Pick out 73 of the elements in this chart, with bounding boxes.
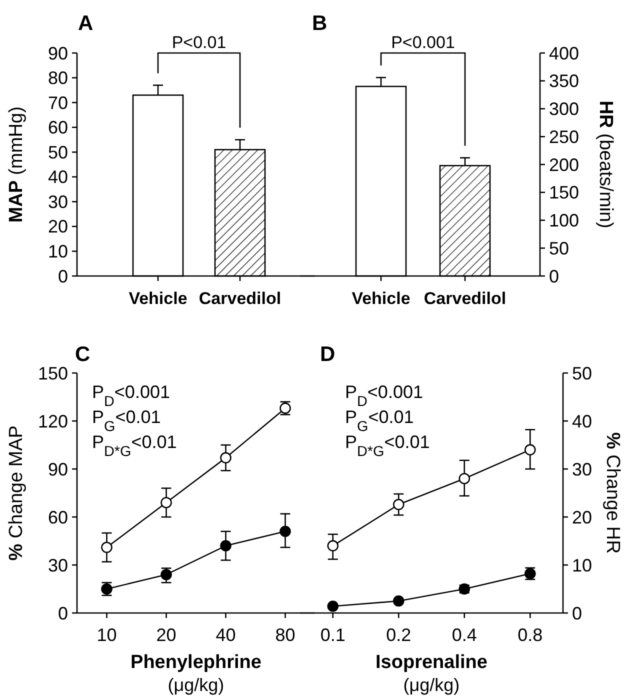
annotation: P$_{D*G}$<0.01: [92, 432, 177, 460]
y-tick-label: 90: [48, 43, 68, 64]
point: [280, 526, 291, 538]
y2-tick-label: 50: [572, 363, 592, 384]
y-axis-title: % Change MAP: [6, 425, 27, 561]
x-tick-label: 20: [156, 625, 176, 645]
y2-tick-label: 300: [549, 99, 580, 120]
y2-tick-label: 250: [549, 126, 580, 147]
x-tick-label: 10: [96, 625, 117, 645]
y-tick-label: 70: [48, 92, 68, 113]
x-tick-label: 80: [275, 625, 296, 645]
chart-title: A: [78, 12, 94, 35]
y-tick-label: 0: [58, 603, 68, 624]
annotation: P$_{D*G}$<0.01: [345, 432, 430, 460]
x-tick-label: 0.2: [386, 625, 412, 645]
y-tick-label: 80: [48, 68, 68, 88]
annotation: P$_{G}$<0.01: [92, 407, 161, 435]
x-tick-label: 0.4: [452, 625, 477, 645]
y-tick-label: 40: [48, 167, 68, 188]
y2-tick-label: 0: [549, 266, 560, 286]
point: [160, 496, 172, 508]
y2-tick-label: 200: [549, 154, 580, 175]
chart-title: C: [75, 343, 90, 366]
point: [458, 472, 470, 484]
chart-title: B: [312, 12, 328, 35]
x-tick-label: Carvedilol: [198, 289, 282, 308]
x-tick-label: 0.8: [518, 625, 543, 645]
point: [220, 452, 232, 464]
x-axis-title: Isoprenaline (μg/kg): [376, 652, 488, 695]
y2-tick-label: 10: [572, 555, 592, 576]
y2-tick-label: 20: [572, 507, 592, 528]
y2-tick-label: 50: [549, 238, 570, 258]
y2-axis-title: % Change HR: [602, 432, 623, 554]
y-tick-label: 20: [48, 216, 68, 237]
chart-title: D: [320, 343, 336, 366]
text: P<0.001: [391, 33, 455, 52]
x-axis-title: Phenylephrine (μg/kg): [130, 652, 262, 695]
y2-tick-label: 30: [572, 459, 592, 480]
y2-axis-title: HR (beats/min): [595, 100, 616, 228]
point: [524, 444, 536, 456]
annotation: P$_{D}$<0.001: [92, 382, 170, 410]
y2-tick-label: 350: [549, 71, 580, 92]
point: [101, 542, 112, 554]
y-tick-label: 30: [48, 192, 68, 212]
y2-tick-label: 40: [572, 411, 592, 432]
annotation: P$_{G}$<0.01: [345, 407, 414, 435]
x-tick-label: Vehicle: [128, 289, 188, 308]
y2-tick-label: 0: [572, 603, 582, 624]
y2-tick-label: 150: [549, 182, 580, 203]
point: [392, 498, 404, 510]
point: [327, 540, 339, 552]
x-tick-label: 0.1: [320, 625, 346, 645]
y-tick-label: 150: [38, 363, 68, 384]
y-tick-label: 50: [48, 142, 68, 162]
y-tick-label: 60: [48, 507, 68, 528]
x-tick-label: Carvedilol: [424, 289, 506, 308]
y-tick-label: 0: [58, 266, 68, 286]
y2-tick-label: 400: [549, 43, 580, 64]
y-tick-label: 30: [48, 555, 68, 576]
y-tick-label: 10: [48, 242, 68, 262]
x-tick-label: Vehicle: [352, 289, 410, 308]
y-tick-label: 90: [48, 459, 68, 480]
x-tick-label: 40: [216, 625, 236, 645]
y-tick-label: 120: [38, 411, 68, 432]
y-axis-title: MAP (mmHg): [6, 106, 27, 223]
point: [392, 595, 404, 607]
y-tick-label: 60: [48, 118, 68, 138]
text: P<0.01: [172, 33, 226, 52]
annotation: P$_{D}$<0.001: [345, 382, 423, 410]
point: [220, 540, 232, 552]
point: [160, 568, 172, 580]
y2-tick-label: 100: [549, 210, 580, 231]
point: [327, 600, 339, 612]
